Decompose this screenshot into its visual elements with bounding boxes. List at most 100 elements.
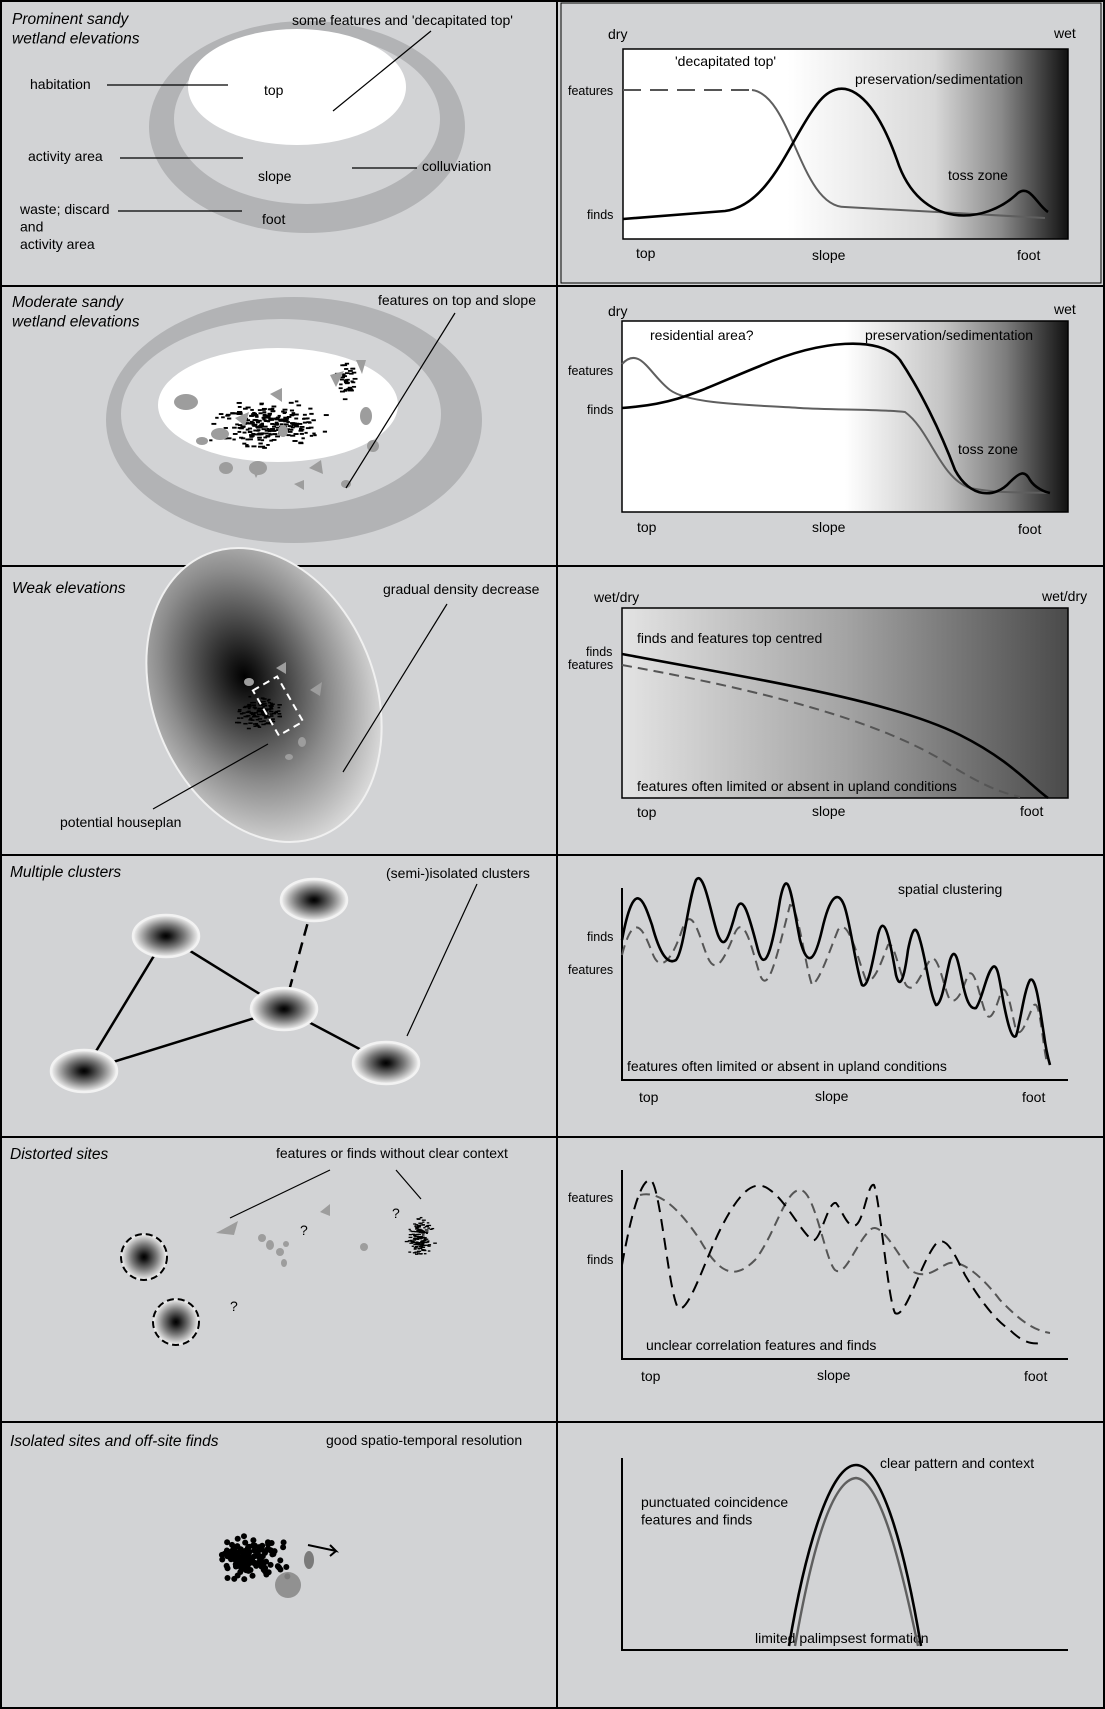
find-point	[267, 1561, 274, 1568]
find-point	[427, 1245, 431, 1247]
row3-annotation-upland: features often limited or absent in upla…	[637, 778, 957, 794]
find-point	[254, 707, 257, 710]
row3-title: Weak elevations	[12, 580, 126, 597]
row3-features	[244, 662, 322, 760]
row4-clusters	[49, 877, 421, 1094]
row5-circle-2	[152, 1298, 200, 1346]
find-point	[298, 441, 304, 444]
find-point	[416, 1218, 421, 1220]
find-point	[236, 401, 242, 404]
row1-label-top: top	[264, 82, 284, 98]
find-point	[411, 1233, 415, 1235]
find-point	[283, 416, 289, 419]
find-point	[263, 416, 269, 419]
find-point	[294, 425, 300, 428]
find-point	[261, 428, 266, 431]
find-point	[409, 1242, 414, 1244]
find-point	[242, 431, 247, 434]
find-point	[339, 378, 344, 381]
find-point	[251, 712, 256, 715]
find-point	[417, 1247, 421, 1249]
find-point	[347, 387, 352, 390]
find-point	[254, 414, 259, 417]
row3-finds-curve	[621, 652, 1049, 800]
find-point	[215, 416, 219, 419]
find-point	[267, 716, 271, 718]
find-point	[272, 425, 277, 428]
row3-left-panel: Weak elevations gradual density decrease…	[12, 547, 540, 843]
row6-feature	[275, 1572, 301, 1598]
find-point	[262, 425, 268, 428]
find-point	[350, 380, 354, 383]
find-point	[344, 372, 350, 375]
find-point	[410, 1241, 414, 1243]
find-point	[419, 1238, 423, 1240]
find-point	[292, 440, 298, 442]
find-point	[269, 707, 273, 709]
find-point	[287, 425, 292, 428]
find-point	[256, 429, 260, 432]
find-point	[268, 701, 272, 704]
find-point	[259, 709, 264, 712]
find-point	[227, 437, 232, 440]
find-point	[248, 722, 253, 724]
find-point	[342, 398, 348, 401]
row3-annotation-top-centred: finds and features top centred	[637, 630, 822, 646]
row1-ylabel-features: features	[568, 84, 613, 98]
find-point	[409, 1230, 412, 1232]
find-point	[413, 1239, 416, 1241]
find-point	[249, 717, 253, 720]
row5-features-curve	[639, 1188, 1051, 1334]
find-point	[346, 378, 350, 381]
find-point	[415, 1242, 419, 1244]
row4-annotation-upland: features often limited or absent in upla…	[627, 1058, 947, 1074]
row2-title: Moderate sandy wetland elevations	[12, 294, 140, 330]
find-point	[408, 1233, 413, 1236]
find-point	[418, 1228, 422, 1231]
find-point	[252, 714, 257, 717]
row6-features-curve	[793, 1476, 920, 1647]
find-point	[245, 438, 250, 441]
find-point	[260, 710, 265, 713]
find-point	[234, 1572, 241, 1579]
find-point	[297, 422, 303, 425]
row3-site-ellipse	[145, 547, 383, 843]
find-point	[277, 713, 282, 715]
find-point	[264, 432, 269, 435]
find-point	[311, 419, 316, 422]
find-point	[408, 1251, 412, 1253]
find-point	[271, 438, 277, 441]
find-point	[425, 1232, 428, 1234]
find-point	[269, 713, 274, 715]
row4-finds-curve	[620, 876, 1052, 1066]
find-point	[429, 1228, 433, 1230]
find-point	[269, 702, 273, 705]
find-point	[284, 419, 289, 422]
find-point	[417, 1233, 421, 1235]
row5-xlabel-foot: foot	[1024, 1368, 1047, 1384]
find-point	[271, 405, 277, 408]
find-point	[293, 433, 299, 435]
find-point	[425, 1244, 429, 1246]
row4-xlabel-foot: foot	[1022, 1089, 1045, 1105]
find-point	[344, 382, 350, 385]
find-point	[240, 717, 244, 719]
find-point	[252, 706, 256, 708]
find-point	[419, 1242, 422, 1244]
find-point	[261, 445, 266, 448]
row6-title: Isolated sites and off-site finds	[10, 1433, 219, 1450]
find-point	[258, 442, 263, 445]
find-point	[416, 1230, 420, 1232]
row5-question-3: ?	[230, 1298, 238, 1314]
find-point	[240, 437, 246, 440]
find-point	[263, 436, 268, 439]
find-point	[307, 421, 312, 424]
find-point	[269, 418, 274, 421]
find-point	[342, 373, 346, 376]
find-point	[268, 417, 274, 420]
find-point	[255, 419, 259, 422]
find-point	[309, 412, 314, 415]
find-point	[344, 362, 350, 365]
find-point	[257, 1556, 264, 1563]
